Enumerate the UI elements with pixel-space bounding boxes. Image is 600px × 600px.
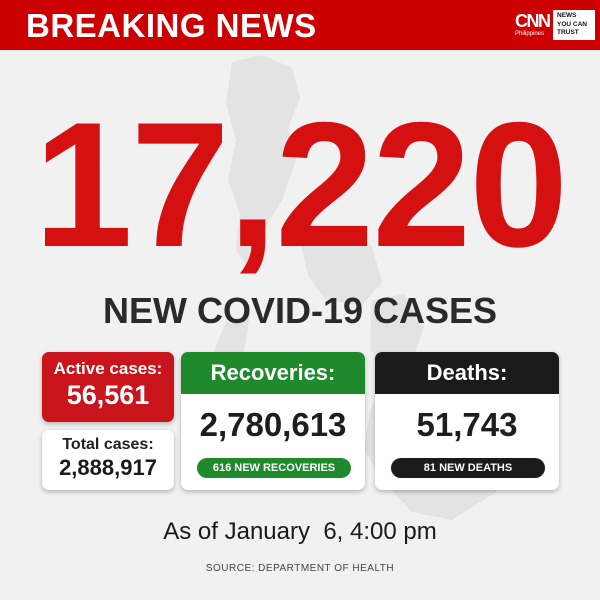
recoveries-card: Recoveries: 2,780,613 616 NEW RECOVERIES — [181, 352, 365, 490]
new-deaths-badge: 81 NEW DEATHS — [391, 458, 545, 478]
tagline-line: YOU CAN — [557, 20, 587, 28]
recoveries-value: 2,780,613 — [199, 406, 347, 443]
tagline-line: NEWS — [557, 12, 577, 19]
cnn-logo-subtitle: Philippines — [515, 31, 545, 37]
tagline-line: TRUST — [557, 29, 579, 36]
headline: NEW COVID-19 CASES — [102, 290, 498, 331]
total-cases-card: Total cases: 2,888,917 — [42, 430, 174, 490]
active-cases-card: Active cases: 56,561 — [42, 352, 174, 422]
banner-title: BREAKING NEWS — [26, 7, 317, 44]
active-cases-label: Active cases: — [53, 359, 163, 378]
new-cases-count: 17,220 — [33, 85, 568, 284]
cnn-logo: CNN Philippines — [515, 11, 551, 37]
deaths-value: 51,743 — [416, 406, 518, 443]
deaths-label: Deaths: — [375, 352, 559, 394]
as-of-timestamp: As of January 6, 4:00 pm — [163, 518, 437, 545]
breaking-news-banner: BREAKING NEWS CNN Philippines NEWS YOU C… — [0, 0, 600, 50]
recoveries-label: Recoveries: — [181, 352, 365, 394]
new-recoveries-badge: 616 NEW RECOVERIES — [197, 458, 351, 478]
source-credit: SOURCE: DEPARTMENT OF HEALTH — [205, 563, 395, 574]
deaths-card: Deaths: 51,743 81 NEW DEATHS — [375, 352, 559, 490]
total-cases-value: 2,888,917 — [59, 455, 157, 480]
active-cases-value: 56,561 — [66, 380, 150, 410]
tagline-box: NEWS YOU CAN TRUST — [553, 10, 595, 40]
total-cases-label: Total cases: — [62, 436, 154, 453]
cnn-logo-text: CNN — [515, 11, 551, 31]
